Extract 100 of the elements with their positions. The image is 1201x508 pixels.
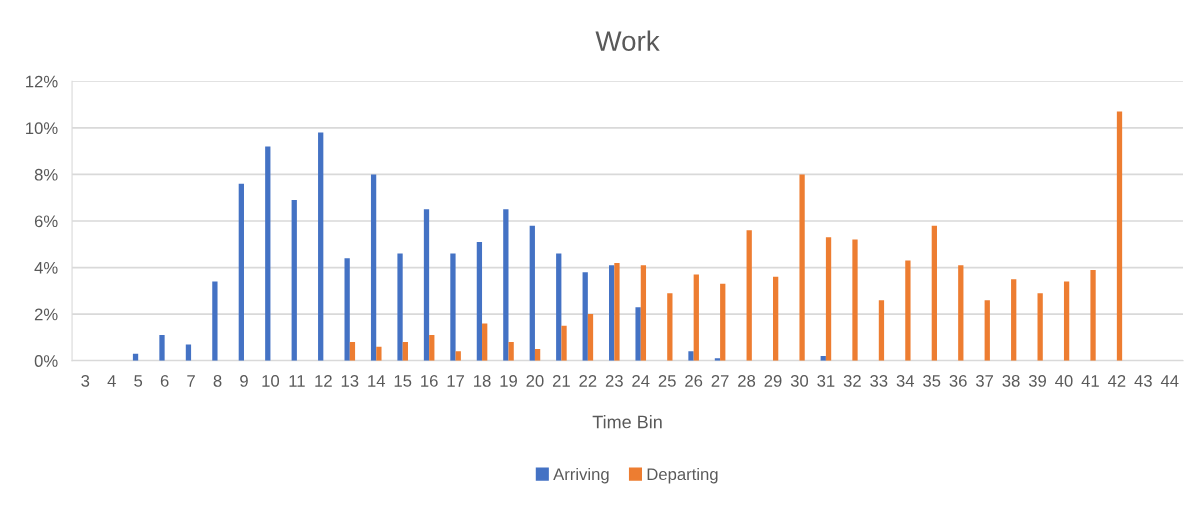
bar (1090, 269, 1096, 361)
bar (402, 342, 408, 361)
legend-label: Departing (647, 467, 718, 484)
bar (773, 276, 779, 361)
x-tick-label: 5 (134, 375, 143, 387)
x-tick-label: 39 (1028, 375, 1046, 387)
bar (984, 300, 990, 361)
x-tick-label: 12 (315, 375, 332, 387)
x-tick-label: 34 (896, 375, 915, 387)
x-tick-label: 31 (817, 375, 835, 387)
bar (667, 293, 673, 361)
y-tick-label: 2% (34, 308, 58, 321)
x-tick-label: 8 (213, 375, 222, 387)
bar (212, 281, 218, 361)
x-tick-label: 25 (658, 375, 676, 387)
chart-title: Work (595, 30, 660, 51)
x-tick-label: 38 (1002, 375, 1020, 387)
bar (878, 300, 885, 361)
bar (635, 307, 641, 361)
bar (476, 241, 483, 361)
bar (799, 174, 805, 361)
x-tick-label: 13 (341, 375, 359, 387)
bar (556, 253, 562, 361)
x-tick-label: 23 (605, 375, 623, 387)
bar (429, 335, 435, 361)
bar (423, 209, 430, 361)
bar (688, 351, 694, 361)
bar (905, 260, 911, 361)
x-tick-label: 10 (262, 375, 280, 387)
bar (349, 342, 356, 361)
x-tick-label: 44 (1160, 375, 1179, 387)
bar (503, 209, 509, 361)
bar (582, 272, 588, 361)
x-tick-label: 3 (81, 375, 90, 387)
x-tick-label: 17 (447, 375, 465, 387)
x-tick-label: 32 (843, 375, 861, 387)
x-tick-label: 22 (579, 375, 597, 387)
bar (852, 239, 858, 361)
x-tick-label: 11 (289, 375, 305, 387)
bar (370, 174, 377, 361)
x-tick-label: 33 (870, 375, 888, 387)
x-tick-label: 9 (240, 375, 248, 387)
bar (825, 237, 832, 361)
x-tick-label: 18 (474, 375, 491, 387)
bar (397, 253, 403, 361)
bar (587, 314, 594, 361)
x-tick-label: 35 (923, 375, 941, 387)
bar (344, 258, 350, 361)
bar (958, 265, 964, 361)
x-tick-label: 29 (764, 375, 782, 387)
y-tick-label: 0% (34, 355, 58, 367)
bar (640, 265, 647, 361)
x-tick-label: 24 (632, 375, 650, 387)
bar (291, 200, 297, 361)
x-tick-label: 14 (368, 375, 386, 387)
x-tick-label: 26 (685, 375, 703, 387)
bar (720, 283, 726, 361)
bar (561, 325, 567, 361)
bar (450, 253, 456, 361)
bar (1063, 281, 1070, 361)
legend-label: Arriving (553, 467, 609, 484)
x-tick-label: 37 (975, 375, 994, 387)
bar (1116, 111, 1123, 361)
x-tick-label: 15 (394, 375, 412, 387)
x-tick-label: 42 (1107, 375, 1126, 387)
x-tick-label: 43 (1134, 375, 1152, 387)
y-tick-label: 6% (34, 215, 58, 228)
bar (185, 344, 192, 361)
bar (931, 225, 937, 361)
bar (318, 132, 324, 361)
y-tick-label: 8% (34, 168, 58, 181)
bar (238, 183, 244, 361)
x-tick-label: 27 (711, 375, 729, 387)
x-axis-title: Time Bin (592, 415, 662, 429)
x-tick-label: 40 (1055, 375, 1073, 387)
bar (693, 274, 699, 361)
bar (508, 342, 514, 361)
bar (482, 323, 488, 361)
x-tick-label: 6 (160, 375, 169, 387)
bar (614, 262, 620, 361)
x-tick-label: 28 (738, 375, 756, 387)
y-tick-label: 4% (34, 262, 58, 274)
x-tick-label: 36 (949, 375, 967, 387)
x-tick-label: 21 (552, 375, 570, 387)
bar (609, 265, 615, 361)
bar (159, 335, 165, 361)
x-tick-label: 20 (526, 375, 544, 387)
bar (1011, 279, 1017, 361)
bar (746, 230, 752, 361)
x-tick-label: 41 (1081, 375, 1099, 387)
y-tick-label: 12% (26, 75, 58, 88)
x-tick-label: 30 (790, 375, 809, 387)
x-tick-label: 7 (187, 375, 195, 387)
y-tick-label: 10% (26, 122, 58, 135)
x-tick-label: 16 (421, 375, 438, 387)
x-tick-label: 19 (500, 375, 517, 387)
bar (1037, 293, 1043, 361)
bar (265, 146, 271, 361)
bar (529, 225, 535, 361)
bar (455, 351, 461, 361)
